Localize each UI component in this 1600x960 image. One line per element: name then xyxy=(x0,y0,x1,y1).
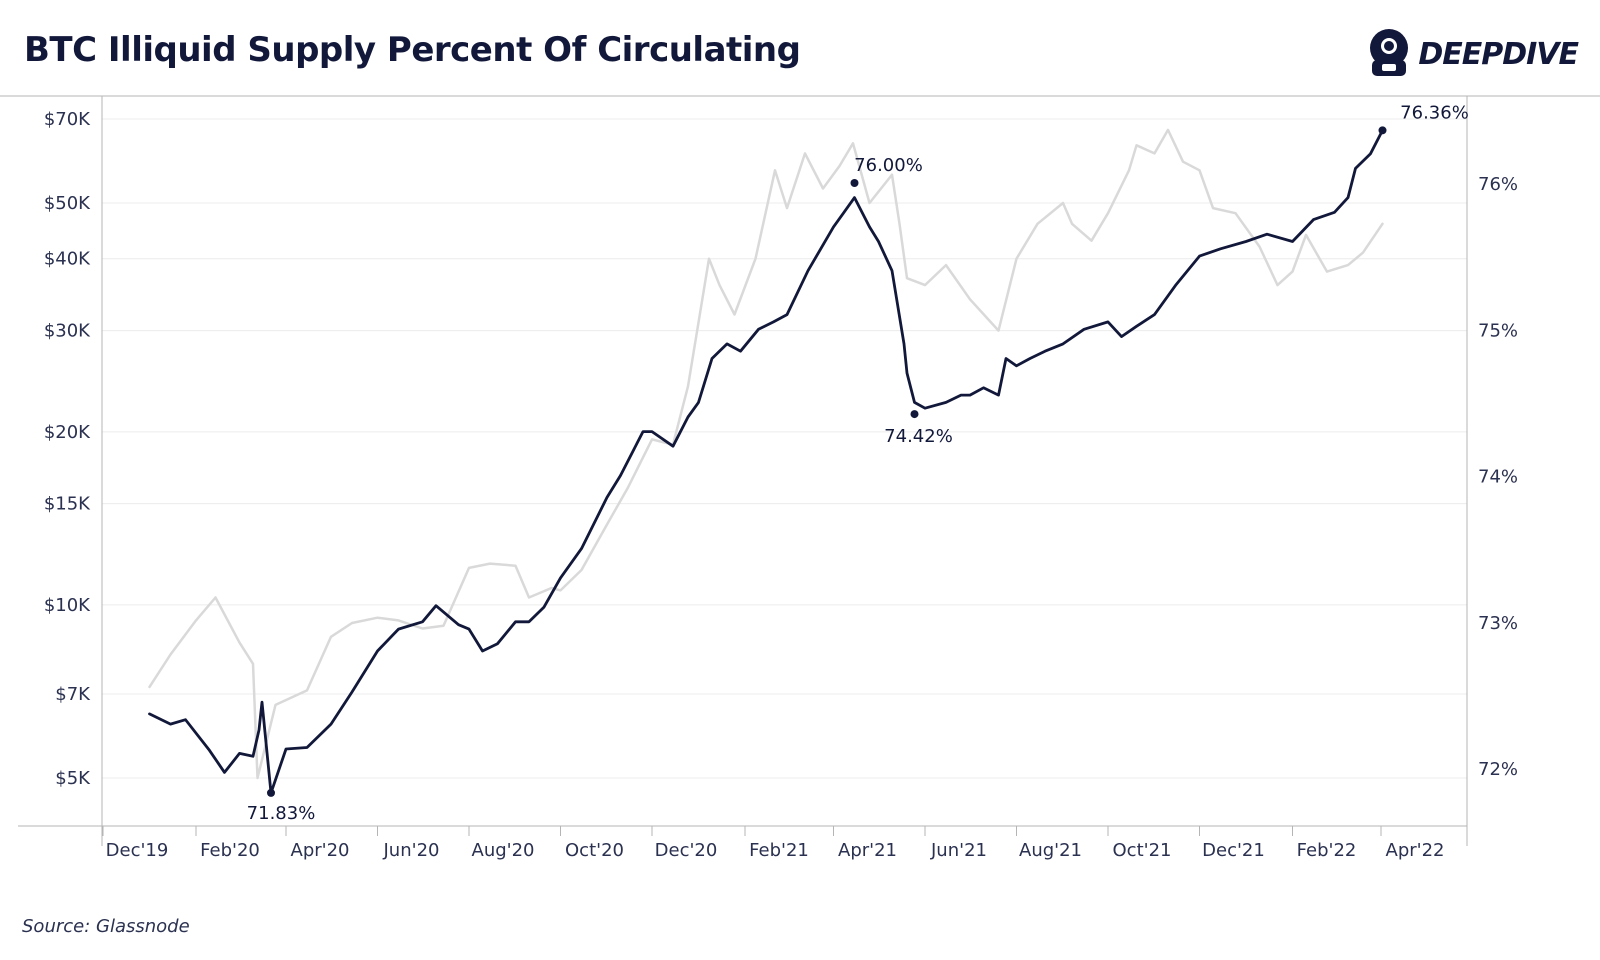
deepdive-logo: DEEPDIVE xyxy=(1366,26,1579,82)
x-tick-label: Dec'21 xyxy=(1202,840,1265,861)
btc-price-line xyxy=(148,128,1384,780)
annotation-label: 74.42% xyxy=(884,426,953,447)
y-left-tick-label: $30K xyxy=(44,321,91,342)
logo-text: DEEPDIVE xyxy=(1418,36,1579,72)
source-note: Source: Glassnode xyxy=(22,916,190,937)
y-left-tick-label: $5K xyxy=(55,768,91,789)
x-tick-label: Dec'19 xyxy=(106,840,169,861)
x-tick-label: Feb'20 xyxy=(200,840,260,861)
x-tick-label: Apr'20 xyxy=(291,840,350,861)
annotations: 71.83% 76.00% 74.42% 76.36% xyxy=(247,102,1469,824)
annotation-marker xyxy=(267,788,275,797)
illiquid-supply-series xyxy=(148,128,1384,795)
annotation-marker xyxy=(850,179,859,187)
y-right-tick-label: 74% xyxy=(1478,467,1518,488)
x-tick-label: Oct'21 xyxy=(1113,840,1172,861)
y-left-tick-label: $70K xyxy=(44,109,91,130)
y-left-tick-label: $50K xyxy=(44,193,91,214)
x-tick-label: Aug'20 xyxy=(472,840,535,861)
x-tick-label: Feb'21 xyxy=(749,840,809,861)
illiquid-supply-line xyxy=(148,128,1384,795)
y-right-tick-label: 75% xyxy=(1478,320,1518,341)
x-tick-label: Feb'22 xyxy=(1297,840,1357,861)
x-tick-label: Jun'20 xyxy=(383,840,440,861)
btc-price-series xyxy=(148,128,1384,780)
annotation-marker xyxy=(1378,126,1387,135)
y-right-tick-label: 73% xyxy=(1478,613,1518,634)
x-tick-label: Dec'20 xyxy=(655,840,718,861)
y-left-tick-label: $40K xyxy=(44,249,91,270)
y-left-tick-label: $7K xyxy=(55,684,91,705)
grid-lines xyxy=(102,118,1467,779)
y-left-tick-label: $15K xyxy=(44,494,91,515)
x-tick-label: Apr'21 xyxy=(838,840,897,861)
annotation-label: 76.00% xyxy=(854,155,923,176)
x-tick-label: Jun'21 xyxy=(930,840,987,861)
x-tick-label: Oct'20 xyxy=(565,840,624,861)
diving-helmet-icon xyxy=(1370,29,1409,76)
y-left-tick-label: $20K xyxy=(44,422,91,443)
tick-labels: $5K $7K $10K $15K $20K $30K $40K $50K $70K 72% 73%… xyxy=(44,109,1518,861)
y-right-tick-label: 72% xyxy=(1478,759,1518,780)
x-tick-label: Aug'21 xyxy=(1019,840,1082,861)
annotation-label: 71.83% xyxy=(247,803,316,824)
y-left-tick-label: $10K xyxy=(44,595,91,616)
x-tick-label: Apr'22 xyxy=(1386,840,1445,861)
y-right-tick-label: 76% xyxy=(1478,174,1518,195)
annotation-label: 76.36% xyxy=(1400,102,1469,123)
chart-title: BTC Illiquid Supply Percent Of Circulati… xyxy=(24,30,801,70)
annotation-marker xyxy=(910,410,919,419)
axes xyxy=(0,95,1600,846)
